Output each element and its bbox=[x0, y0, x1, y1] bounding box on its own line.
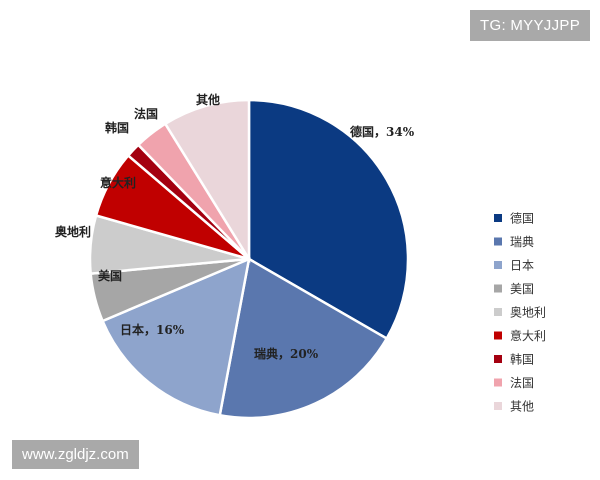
pie-slice-0 bbox=[247, 98, 410, 341]
legend-label-0: 德国 bbox=[510, 211, 534, 226]
legend-swatch-4 bbox=[494, 308, 502, 316]
legend-swatch-2 bbox=[494, 261, 502, 269]
slice-label-2: 日本，16% bbox=[120, 322, 185, 337]
legend-label-1: 瑞典 bbox=[510, 235, 534, 249]
legend-label-7: 法国 bbox=[510, 376, 534, 390]
legend-swatch-1 bbox=[494, 237, 502, 246]
slice-label-3: 美国 bbox=[98, 268, 122, 283]
watermark-top: TG: MYYJJPP bbox=[470, 10, 590, 41]
pie-slice-1 bbox=[218, 257, 389, 420]
slice-label-7: 法国 bbox=[134, 106, 158, 121]
slice-label-1: 瑞典，20% bbox=[254, 346, 319, 361]
legend-swatch-5 bbox=[494, 331, 502, 340]
pie-slice-2 bbox=[100, 256, 251, 417]
legend-swatch-6 bbox=[494, 355, 502, 363]
pie-slice-8 bbox=[163, 98, 251, 264]
legend-label-6: 韩国 bbox=[510, 352, 534, 367]
legend-swatch-0 bbox=[494, 214, 502, 222]
legend-label-2: 日本 bbox=[510, 259, 534, 273]
slice-label-6: 韩国 bbox=[105, 120, 129, 135]
legend-label-8: 其他 bbox=[510, 400, 534, 414]
slice-label-5: 意大利 bbox=[100, 175, 136, 190]
pie-slices bbox=[88, 98, 410, 420]
slice-label-0: 德国，34% bbox=[350, 124, 415, 139]
legend-label-5: 意大利 bbox=[510, 328, 546, 343]
watermark-bottom: www.zgldjz.com bbox=[12, 440, 139, 469]
legend-swatch-7 bbox=[494, 378, 502, 387]
legend-swatch-8 bbox=[494, 402, 502, 410]
legend-label-4: 奥地利 bbox=[510, 306, 546, 320]
slice-label-4: 奥地利 bbox=[55, 224, 91, 239]
slice-label-8: 其他 bbox=[196, 92, 220, 107]
legend-label-3: 美国 bbox=[510, 282, 534, 296]
legend-swatch-3 bbox=[494, 284, 502, 293]
